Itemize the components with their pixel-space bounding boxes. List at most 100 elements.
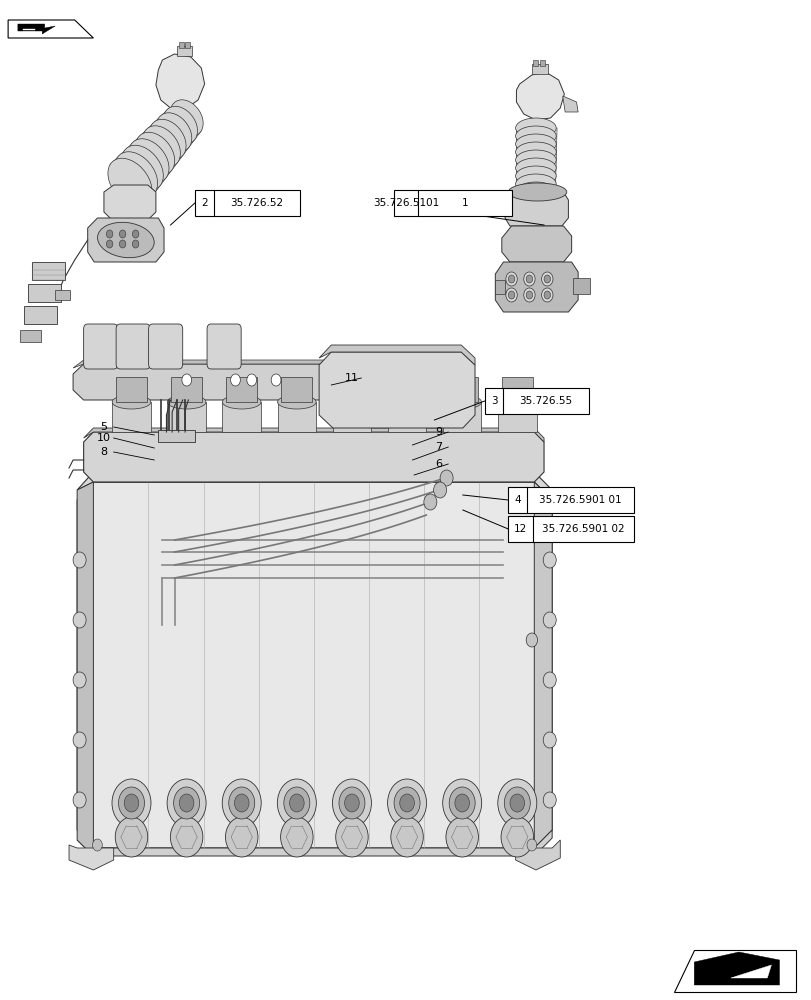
Polygon shape	[77, 472, 551, 500]
Circle shape	[271, 374, 281, 386]
Text: 3: 3	[490, 396, 497, 406]
Bar	[388, 402, 426, 432]
Circle shape	[222, 779, 261, 827]
Polygon shape	[77, 482, 551, 848]
Bar	[495, 280, 504, 294]
Bar	[185, 42, 190, 48]
Polygon shape	[534, 482, 551, 848]
Polygon shape	[69, 845, 114, 870]
Circle shape	[106, 240, 113, 248]
Ellipse shape	[114, 152, 157, 198]
Circle shape	[106, 230, 113, 238]
Circle shape	[445, 817, 478, 857]
Bar	[446, 377, 477, 402]
Circle shape	[73, 552, 86, 568]
Ellipse shape	[129, 139, 169, 183]
Circle shape	[423, 494, 436, 510]
Circle shape	[523, 272, 534, 286]
Bar	[539, 60, 544, 66]
Bar	[28, 284, 61, 302]
Circle shape	[399, 794, 414, 812]
Ellipse shape	[515, 118, 556, 138]
Polygon shape	[156, 54, 204, 108]
Polygon shape	[319, 352, 474, 428]
Ellipse shape	[497, 395, 536, 409]
Bar	[336, 377, 367, 402]
Circle shape	[247, 374, 256, 386]
Ellipse shape	[515, 150, 556, 170]
Polygon shape	[88, 218, 164, 262]
Circle shape	[393, 787, 419, 819]
Bar	[281, 377, 312, 402]
Polygon shape	[495, 262, 577, 312]
Ellipse shape	[97, 222, 154, 258]
Circle shape	[454, 794, 469, 812]
Circle shape	[167, 779, 206, 827]
Circle shape	[448, 787, 474, 819]
Circle shape	[505, 288, 517, 302]
Circle shape	[433, 482, 446, 498]
Circle shape	[543, 612, 556, 628]
Polygon shape	[73, 360, 345, 372]
FancyBboxPatch shape	[116, 324, 150, 369]
Ellipse shape	[122, 145, 163, 190]
Ellipse shape	[442, 395, 481, 409]
Ellipse shape	[515, 158, 556, 178]
Text: 8: 8	[101, 447, 107, 457]
Bar	[573, 278, 589, 294]
Polygon shape	[319, 345, 474, 365]
Text: 7: 7	[435, 442, 441, 452]
Circle shape	[277, 779, 316, 827]
Circle shape	[119, 240, 126, 248]
Polygon shape	[8, 20, 93, 38]
Bar	[533, 60, 538, 66]
Polygon shape	[562, 96, 577, 112]
Circle shape	[500, 817, 533, 857]
Circle shape	[543, 291, 550, 299]
Circle shape	[234, 794, 249, 812]
Circle shape	[182, 374, 191, 386]
Text: 35.726.5901 01: 35.726.5901 01	[539, 495, 621, 505]
Circle shape	[543, 792, 556, 808]
Ellipse shape	[167, 395, 206, 409]
Text: 6: 6	[435, 459, 441, 469]
Text: 5: 5	[101, 422, 107, 432]
Text: 35.726.52: 35.726.52	[230, 198, 283, 208]
Polygon shape	[84, 432, 543, 482]
Circle shape	[73, 732, 86, 748]
Ellipse shape	[157, 113, 191, 152]
Circle shape	[543, 672, 556, 688]
Circle shape	[112, 779, 151, 827]
Circle shape	[73, 672, 86, 688]
Polygon shape	[77, 830, 551, 856]
Polygon shape	[501, 226, 571, 262]
Text: 11: 11	[344, 373, 358, 383]
Bar	[333, 402, 371, 432]
Bar	[508, 487, 633, 513]
Circle shape	[505, 272, 517, 286]
Circle shape	[229, 787, 255, 819]
Bar	[24, 306, 57, 324]
Circle shape	[119, 230, 126, 238]
Bar	[116, 377, 147, 402]
Bar	[158, 430, 195, 442]
Ellipse shape	[149, 119, 186, 159]
Circle shape	[290, 794, 304, 812]
Ellipse shape	[112, 395, 151, 409]
Ellipse shape	[135, 132, 174, 175]
Circle shape	[73, 612, 86, 628]
Ellipse shape	[143, 126, 180, 167]
Circle shape	[541, 288, 552, 302]
Text: 10: 10	[97, 433, 111, 443]
Text: 4: 4	[513, 495, 521, 505]
Circle shape	[541, 272, 552, 286]
Bar	[55, 290, 70, 300]
Circle shape	[179, 794, 194, 812]
Circle shape	[442, 779, 481, 827]
Circle shape	[344, 794, 358, 812]
Bar	[222, 402, 260, 432]
Bar	[167, 402, 206, 432]
Ellipse shape	[515, 142, 556, 162]
Ellipse shape	[515, 182, 556, 202]
Text: 12: 12	[513, 524, 526, 534]
